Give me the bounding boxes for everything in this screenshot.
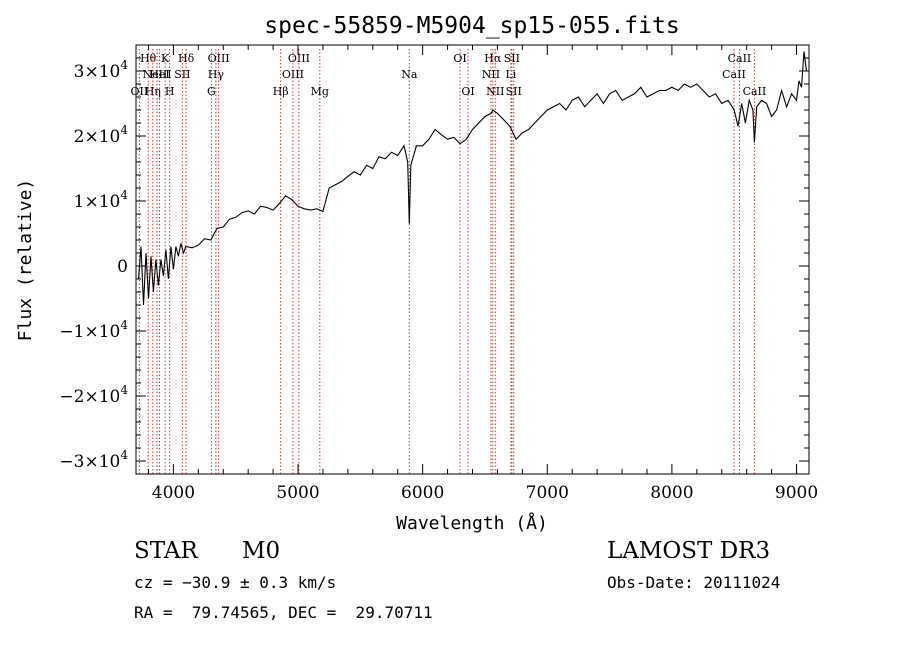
spectral-line-label: CaII [722, 68, 746, 81]
x-tick-label: 6000 [401, 483, 444, 503]
y-tick-label: 0 [117, 257, 128, 277]
spectral-line-label: Hδ [178, 52, 195, 65]
x-tick-label: 8000 [650, 483, 693, 503]
axes: 4000 5000 6000 7000 8000 9000 −3×104 −2×104 −1×1… [59, 44, 818, 503]
spectral-line-label: G [207, 85, 216, 98]
x-tick-label: 4000 [152, 483, 195, 503]
spectral-line-label: Li [505, 68, 516, 81]
spectral-line-label: OIII [208, 52, 230, 65]
spectral-line-label: SII [174, 68, 190, 81]
spectral-line-label: CaII [728, 52, 752, 65]
spectral-line-label: OIII [282, 68, 304, 81]
plot-frame [135, 44, 810, 475]
spectral-line-label: OI [461, 85, 474, 98]
spectral-line-label: NeIII [142, 68, 171, 81]
spectral-line-label: Na [401, 68, 418, 81]
spectral-line-label: Hθ [140, 52, 157, 65]
spectral-line-label: Hβ [273, 85, 289, 98]
spectral-line-label: CaII [743, 85, 767, 98]
spectral-line-label: Hη [145, 85, 161, 98]
y-tick-label: −1×104 [59, 318, 128, 342]
spectral-line-label: K [161, 52, 170, 65]
spectral-line-label: NII [486, 85, 504, 98]
spectral-lines [138, 49, 755, 474]
redshift-cz: cz = −30.9 ± 0.3 km/s [134, 573, 337, 592]
y-tick-label: −3×104 [59, 448, 128, 472]
spectral-line-label: Hα [484, 52, 502, 65]
y-tick-label: −2×104 [59, 383, 128, 407]
spectral-line-label: H [165, 85, 175, 98]
x-tick-label: 5000 [276, 483, 319, 503]
x-tick-label: 7000 [526, 483, 569, 503]
y-axis-label: Flux (relative) [15, 179, 36, 342]
spectral-line-label: HeI [149, 68, 169, 81]
spectral-line-label: OI [453, 52, 466, 65]
spectral-line-label: Mg [311, 85, 329, 98]
x-axis-label: Wavelength (Å) [396, 512, 548, 534]
y-tick-label: 2×104 [74, 123, 129, 147]
chart-title: spec-55859-M5904_sp15-055.fits [264, 13, 679, 39]
object-class: STAR [134, 538, 198, 564]
observation-date: Obs-Date: 20111024 [607, 573, 781, 592]
spectral-line-label: SII [506, 85, 522, 98]
spectrum-series [137, 51, 808, 306]
y-tick-label: 1×104 [74, 188, 129, 212]
spectrum-line [137, 51, 808, 306]
spectral-line-label: NII [482, 68, 500, 81]
spectral-line-label: SII [504, 52, 520, 65]
spectral-line-label: Hγ [208, 68, 225, 81]
object-subclass: M0 [242, 538, 281, 564]
survey-name: LAMOST DR3 [607, 538, 771, 564]
coordinates: RA = 79.74565, DEC = 29.70711 [134, 603, 433, 622]
y-tick-label: 3×104 [74, 58, 129, 82]
spectral-line-label: OIII [288, 52, 310, 65]
x-tick-label: 9000 [775, 483, 818, 503]
spectral-line-label: OII [131, 85, 149, 98]
